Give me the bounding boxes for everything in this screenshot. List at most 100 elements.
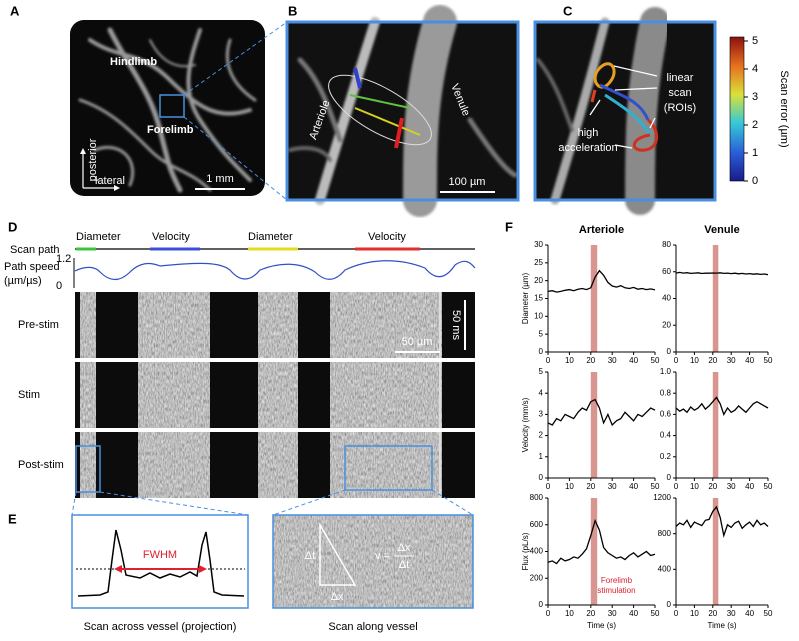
brain-image [70, 20, 265, 196]
row-label: Pre-stim [18, 319, 59, 331]
x-tick-label: 0 [674, 482, 679, 491]
path-speed-curve [74, 260, 476, 281]
x-tick-label: 30 [727, 609, 736, 618]
x-tick-label: 20 [708, 356, 717, 365]
y-tick-label: 600 [530, 520, 544, 529]
image-band [80, 432, 96, 498]
panel-label: F [505, 219, 513, 234]
y-tick-label: 15 [534, 294, 543, 303]
image-band [138, 362, 210, 428]
data-line [547, 269, 656, 293]
y-tick-label: 10 [534, 311, 543, 320]
y-tick-label: 0 [667, 473, 672, 482]
stimulus-band [712, 372, 719, 478]
label: (ROIs) [664, 102, 696, 114]
x-axis-label: Time (s) [707, 621, 736, 630]
profile-curve [77, 529, 245, 597]
y-tick-label: 0 [539, 473, 544, 482]
x-tick-label: 0 [674, 356, 679, 365]
linescan-zoom [273, 515, 473, 608]
y-tick-label: 0.6 [660, 410, 672, 419]
x-tick-label: 40 [745, 609, 754, 618]
stimulus-band [590, 245, 598, 352]
zoom-frame [272, 514, 474, 609]
y-tick-label: 3 [539, 410, 544, 419]
y-tick-label: 5 [539, 367, 544, 376]
pointer [589, 65, 658, 149]
y-tick-label: 0.8 [660, 388, 672, 397]
colorbar-tick-label: 3 [752, 91, 758, 103]
x-tick-label: 20 [708, 482, 717, 491]
arrow-head [80, 148, 120, 191]
data-line [675, 505, 769, 538]
colorbar [729, 36, 745, 182]
label: Hindlimb [110, 56, 157, 68]
data-line [547, 518, 656, 565]
colorbar-tick-label: 0 [752, 175, 758, 187]
y-tick-label: 5 [539, 329, 544, 338]
x-tick-label: 30 [727, 356, 736, 365]
x-tick-label: 50 [764, 609, 773, 618]
x-tick-label: 10 [565, 482, 574, 491]
image-band [330, 292, 442, 358]
panel-label: A [10, 3, 20, 18]
roi-box [75, 445, 101, 493]
caption: Scan along vessel [328, 621, 417, 633]
x-tick-label: 0 [674, 609, 679, 618]
stimulus-band [590, 372, 598, 478]
colorbar-label: Scan error (µm) [778, 70, 790, 147]
formula: v = [375, 550, 390, 562]
image-band [258, 432, 298, 498]
y-tick-label: 30 [534, 240, 543, 249]
colorbar-tick-label: 5 [752, 35, 758, 47]
segment-label: Diameter [248, 231, 293, 243]
scale-label: 50 µm [402, 336, 433, 348]
y-tick-label: 0 [667, 347, 672, 356]
colorbar-tick-label: 1 [752, 147, 758, 159]
image-band [258, 362, 298, 428]
y-tick-label: 4 [539, 388, 544, 397]
triangle [319, 522, 357, 586]
label: Δt [305, 550, 315, 562]
annotation: stimulation [597, 586, 635, 595]
image-band [330, 432, 442, 498]
y-axis-label: Velocity (mm/s) [521, 397, 530, 452]
y-tick-label: 2 [539, 431, 544, 440]
row-label: Post-stim [18, 459, 64, 471]
segment-label: Velocity [152, 231, 190, 243]
x-tick-label: 30 [608, 356, 617, 365]
label: acceleration [558, 142, 617, 154]
x-tick-label: 50 [651, 609, 660, 618]
data-line [675, 396, 769, 416]
y-tick-label: 400 [530, 547, 544, 556]
x-tick-label: 30 [727, 482, 736, 491]
row-label: Path speed [4, 261, 60, 273]
y-tick-label: 800 [530, 493, 544, 502]
x-tick-label: 20 [586, 482, 595, 491]
y-tick-label: 1 [539, 452, 544, 461]
profile-box [71, 514, 249, 609]
y-tick-label: 0 [539, 600, 544, 609]
y-tick-label: 40 [662, 294, 671, 303]
x-tick-label: 40 [629, 482, 638, 491]
x-tick-label: 10 [690, 356, 699, 365]
x-tick-label: 40 [629, 609, 638, 618]
label: scan [668, 87, 691, 99]
row-label: (µm/µs) [4, 275, 42, 287]
colorbar-tick-label: 4 [752, 63, 758, 75]
x-tick-label: 40 [745, 482, 754, 491]
segment-label: Velocity [368, 231, 406, 243]
label: posterior [87, 138, 99, 181]
panel-label: D [8, 219, 17, 234]
label: Forelimb [147, 124, 194, 136]
axis-arrow [82, 150, 118, 189]
tick-label: 1.2 [56, 253, 71, 265]
x-tick-label: 0 [546, 356, 551, 365]
y-tick-label: 20 [534, 276, 543, 285]
caption: Scan across vessel (projection) [84, 621, 237, 633]
y-tick-label: 0 [539, 347, 544, 356]
x-tick-label: 40 [629, 356, 638, 365]
label: linear [667, 72, 694, 84]
